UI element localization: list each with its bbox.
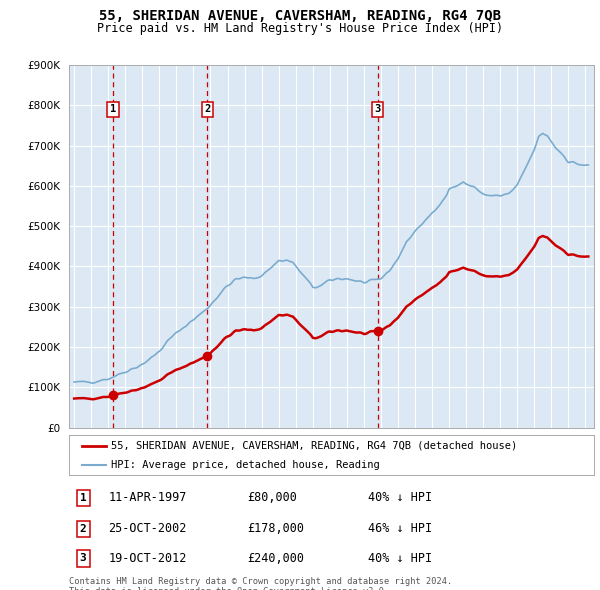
Text: Contains HM Land Registry data © Crown copyright and database right 2024.
This d: Contains HM Land Registry data © Crown c… [69,577,452,590]
Text: 3: 3 [374,104,380,114]
Text: 46% ↓ HPI: 46% ↓ HPI [368,522,433,535]
Text: HPI: Average price, detached house, Reading: HPI: Average price, detached house, Read… [111,460,380,470]
Text: 19-OCT-2012: 19-OCT-2012 [109,552,187,565]
Text: £80,000: £80,000 [248,491,298,504]
Text: 3: 3 [80,553,86,563]
Text: 25-OCT-2002: 25-OCT-2002 [109,522,187,535]
Text: 1: 1 [110,104,116,114]
Text: 55, SHERIDAN AVENUE, CAVERSHAM, READING, RG4 7QB (detached house): 55, SHERIDAN AVENUE, CAVERSHAM, READING,… [111,441,517,451]
Text: 2: 2 [80,524,86,533]
Text: £178,000: £178,000 [248,522,305,535]
Text: 1: 1 [80,493,86,503]
Text: Price paid vs. HM Land Registry's House Price Index (HPI): Price paid vs. HM Land Registry's House … [97,22,503,35]
Text: 40% ↓ HPI: 40% ↓ HPI [368,491,433,504]
Text: 40% ↓ HPI: 40% ↓ HPI [368,552,433,565]
Text: £240,000: £240,000 [248,552,305,565]
Text: 2: 2 [204,104,211,114]
Text: 11-APR-1997: 11-APR-1997 [109,491,187,504]
Text: 55, SHERIDAN AVENUE, CAVERSHAM, READING, RG4 7QB: 55, SHERIDAN AVENUE, CAVERSHAM, READING,… [99,9,501,23]
